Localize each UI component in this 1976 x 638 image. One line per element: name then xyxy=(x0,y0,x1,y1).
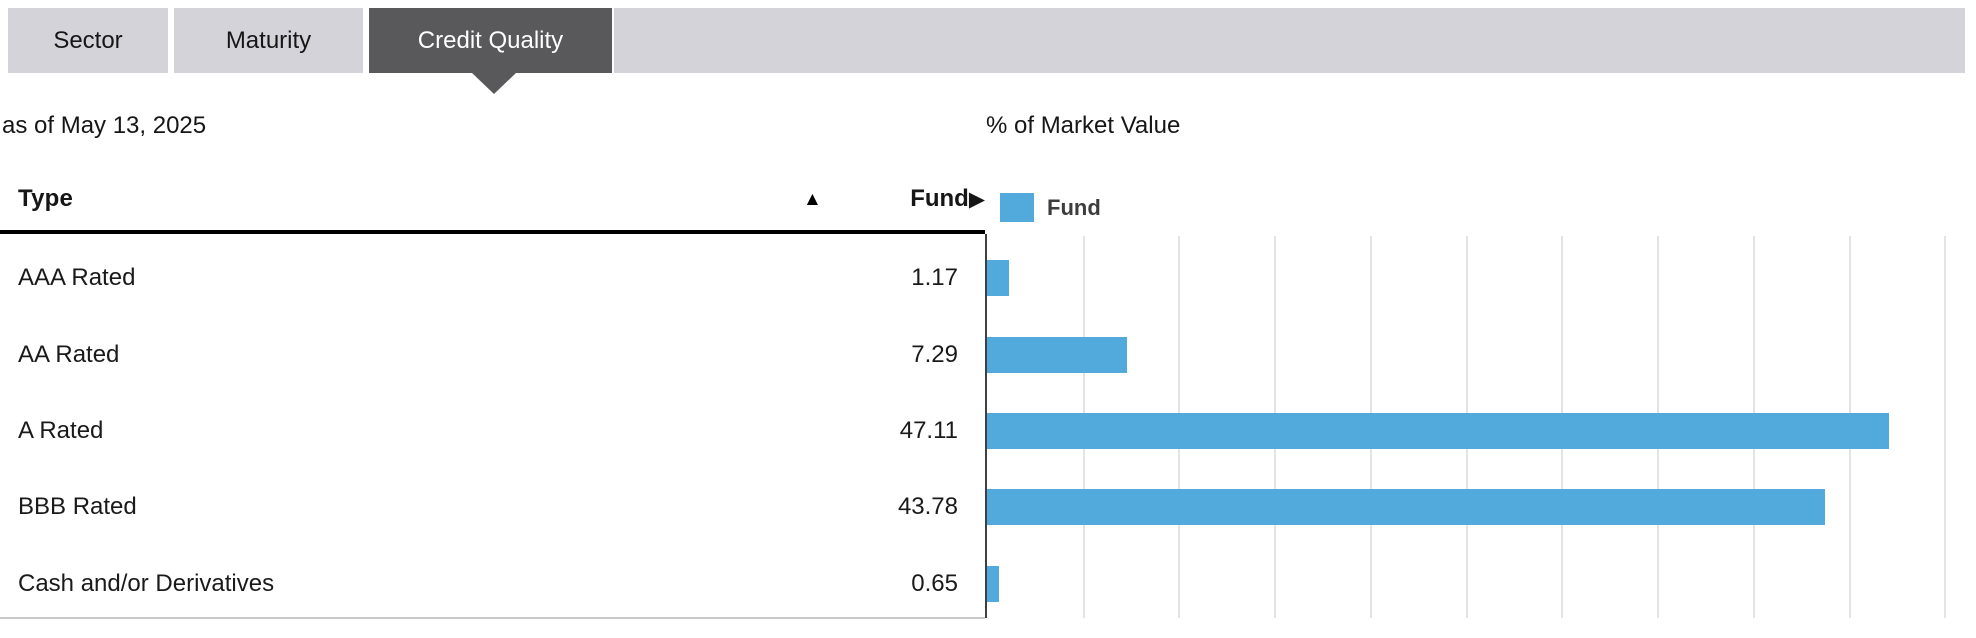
column-header-fund-label: Fund xyxy=(910,185,969,212)
row-type-label: Cash and/or Derivatives xyxy=(18,569,275,597)
row-type-label: AA Rated xyxy=(18,340,120,368)
fund-bar-aa-rated[interactable] xyxy=(987,336,1127,373)
table-header-divider xyxy=(0,230,985,234)
legend-fund-label: Fund xyxy=(1047,194,1101,220)
row-fund-value: 7.29 xyxy=(911,340,958,368)
fund-bar-cash-and-or-derivatives[interactable] xyxy=(987,565,1000,602)
tab-maturity[interactable]: Maturity xyxy=(174,8,363,73)
chart-title: % of Market Value xyxy=(986,112,1181,139)
chart-gridline xyxy=(1944,236,1947,618)
tab-sector[interactable]: Sector xyxy=(8,8,168,73)
chart-tabs: Sector Maturity Credit Quality xyxy=(8,8,612,73)
tab-sector-label: Sector xyxy=(53,26,123,54)
tab-credit-quality-label: Credit Quality xyxy=(417,26,564,54)
column-header-fund[interactable]: Fund▶ xyxy=(0,185,985,213)
tab-credit-quality[interactable]: Credit Quality xyxy=(369,8,612,73)
fund-bar-a-rated[interactable] xyxy=(987,413,1890,449)
table-bottom-border xyxy=(0,617,985,619)
table-row: AA Rated 7.29 xyxy=(0,312,985,388)
row-fund-value: 0.65 xyxy=(911,569,958,597)
table-right-border xyxy=(985,234,987,618)
row-fund-value: 47.11 xyxy=(899,417,958,445)
fund-bar-bbb-rated[interactable] xyxy=(987,489,1826,526)
fund-bar-aaa-rated[interactable] xyxy=(987,260,1010,297)
row-fund-value: 1.17 xyxy=(911,264,958,292)
row-type-label: A Rated xyxy=(18,417,104,445)
row-fund-value: 43.78 xyxy=(897,493,958,521)
table-row: Cash and/or Derivatives 0.65 xyxy=(0,542,985,618)
tabbar-filler xyxy=(614,8,1965,73)
chart-legend: Fund xyxy=(1000,193,1101,222)
tab-maturity-label: Maturity xyxy=(225,26,312,54)
sort-ascending-icon[interactable]: ▲ xyxy=(803,189,822,210)
table-row: A Rated 47.11 xyxy=(0,389,985,465)
table-row: BBB Rated 43.78 xyxy=(0,465,985,541)
legend-fund-swatch xyxy=(1000,193,1034,222)
row-type-label: BBB Rated xyxy=(18,493,137,521)
table-row: AAA Rated 1.17 xyxy=(0,236,985,312)
row-type-label: AAA Rated xyxy=(18,264,136,292)
active-tab-pointer-icon xyxy=(472,73,516,94)
fund-header-arrow-icon: ▶ xyxy=(968,188,985,211)
column-header-type[interactable]: Type xyxy=(18,185,74,212)
credit-quality-table-body: AAA Rated 1.17 AA Rated 7.29 A Rated 47.11 BBB… xyxy=(0,236,985,618)
bar-chart-plot-area xyxy=(987,236,1965,618)
as-of-date: as of May 13, 2025 xyxy=(2,112,207,139)
